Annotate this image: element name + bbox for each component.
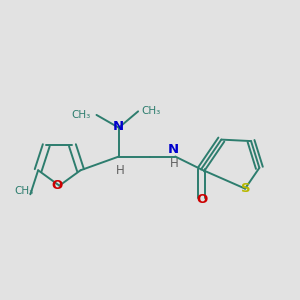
Text: N: N — [113, 120, 124, 133]
Text: CH₃: CH₃ — [141, 106, 160, 116]
Text: N: N — [168, 142, 179, 156]
Text: H: H — [116, 164, 125, 177]
Text: CH₃: CH₃ — [14, 186, 33, 196]
Text: O: O — [197, 193, 208, 206]
Text: O: O — [51, 179, 63, 192]
Text: S: S — [241, 182, 250, 195]
Text: H: H — [169, 158, 178, 170]
Text: CH₃: CH₃ — [71, 110, 91, 120]
